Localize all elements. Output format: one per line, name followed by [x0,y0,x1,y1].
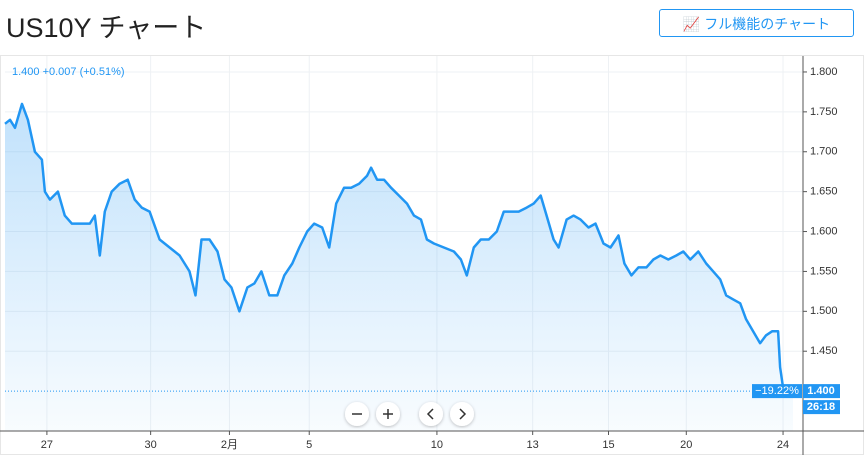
price-badge [803,384,840,399]
button-label[interactable]: フル機能のチャート [704,16,831,32]
full-chart-button[interactable]: 📈 フル機能のチャート [659,9,854,37]
countdown-badge [803,400,840,415]
icon [459,408,467,420]
scroll-left[interactable] [419,402,443,426]
change-badge [752,384,802,399]
y-tick-label: 1.450 [810,345,838,357]
page-title: US10Y チャート [6,13,207,43]
y-tick-label: 1.650 [810,186,838,198]
y-tick-label: 1.700 [810,146,838,158]
area-fill [5,103,794,432]
icon [383,409,393,419]
y-tick-label: 1.600 [810,225,838,237]
countdown: 26:18 [807,401,835,413]
x-tick-label: 5 [306,439,312,451]
x-tick-label: 30 [145,439,157,451]
legend-text: 1.400 +0.007 (+0.51%) [12,66,125,78]
x-tick-label: 13 [527,439,539,451]
x-tick-label: 10 [431,439,443,451]
y-tick-label: 1.550 [810,265,838,277]
y-tick-label: 1.750 [810,106,838,118]
y-tick-label: 1.500 [810,305,838,317]
x-tick-label: 27 [41,439,53,451]
x-tick-label: 2月 [221,439,238,451]
x-tick-label: 24 [777,439,789,451]
scroll-right[interactable] [450,402,474,426]
price-label: 1.400 [807,385,835,397]
line [4,102,794,397]
change-label: −19.22% [755,385,799,397]
x-tick-label: 20 [680,439,692,451]
icon [426,408,434,420]
zoom-controls [345,402,474,426]
y-tick-label: 1.800 [810,66,838,78]
x-tick-label: 15 [602,439,614,451]
